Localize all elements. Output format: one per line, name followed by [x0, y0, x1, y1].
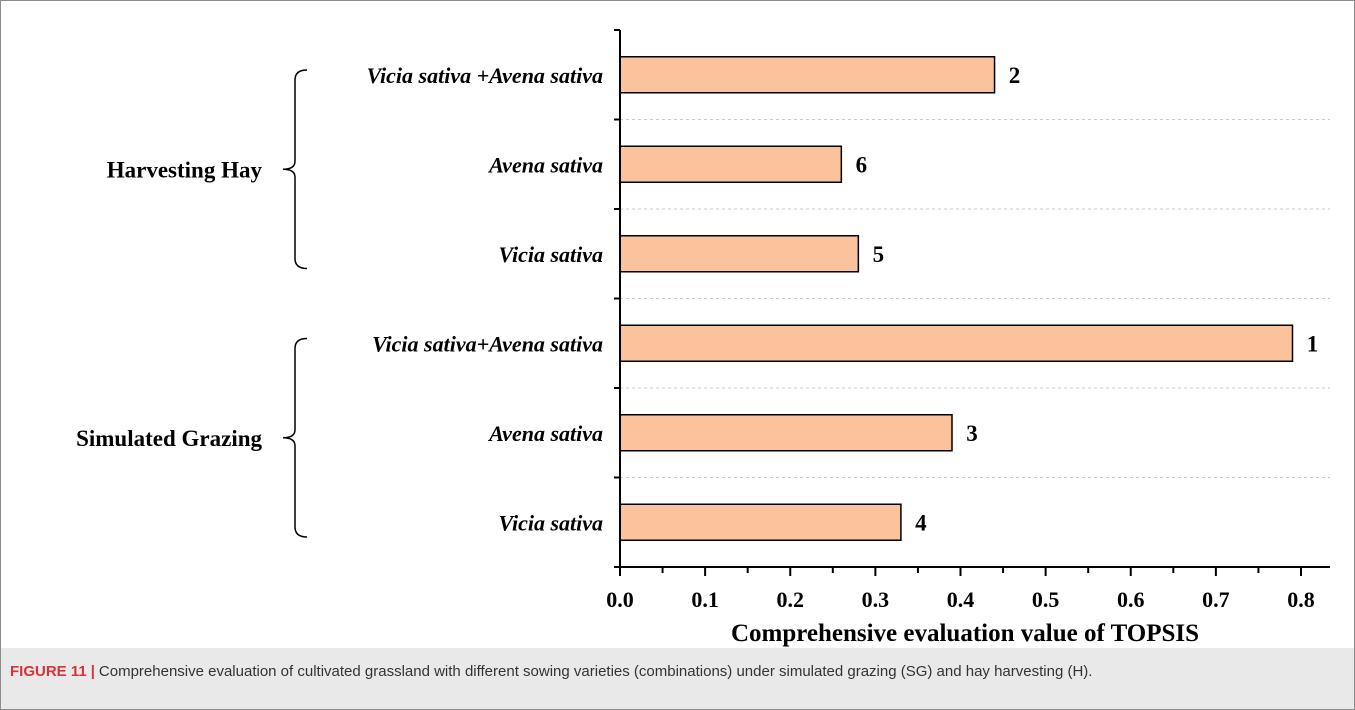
group-brace [282, 337, 308, 538]
labels: Vicia sativa +Avena sativa 2 Avena sativa 6… [76, 63, 1318, 612]
bar [619, 414, 953, 452]
group-label: Simulated Grazing [76, 426, 262, 451]
bar [619, 503, 902, 541]
rank-label: 1 [1307, 331, 1319, 356]
x-tick-label: 0.3 [862, 587, 890, 612]
bar [619, 56, 996, 94]
x-axis-label: Comprehensive evaluation value of TOPSIS [731, 620, 1199, 647]
x-tick-label: 0.1 [691, 587, 719, 612]
category-label: Vicia sativa+Avena sativa [372, 331, 603, 356]
x-tick-label: 0.2 [777, 587, 805, 612]
axes [282, 29, 1330, 576]
group-brace [282, 69, 308, 270]
caption-band [1, 648, 1354, 709]
category-label: Vicia sativa [499, 242, 604, 267]
bars [619, 56, 1294, 541]
x-tick-label: 0.6 [1117, 587, 1145, 612]
bar [619, 145, 843, 183]
caption-text: Comprehensive evaluation of cultivated g… [98, 663, 1093, 680]
rank-label: 5 [873, 242, 885, 267]
group-label: Harvesting Hay [107, 157, 263, 182]
figure-caption: FIGURE 11 | Comprehensive evaluation of cu… [10, 663, 1350, 680]
rank-label: 4 [915, 510, 927, 535]
rank-label: 6 [856, 152, 868, 177]
grid-lines [620, 119, 1330, 478]
rank-label: 3 [966, 421, 978, 446]
category-label: Avena sativa [487, 421, 603, 446]
caption-label: FIGURE 11 [10, 663, 87, 680]
x-tick-label: 0.8 [1287, 587, 1315, 612]
bar [619, 324, 1294, 362]
caption-separator: | [90, 663, 95, 680]
x-tick-label: 0.4 [947, 587, 975, 612]
bar [619, 235, 860, 273]
category-label: Avena sativa [487, 152, 603, 177]
x-tick-label: 0.7 [1202, 587, 1230, 612]
x-tick-label: 0.5 [1032, 587, 1060, 612]
x-tick-label: 0.0 [606, 587, 634, 612]
category-label: Vicia sativa [499, 510, 604, 535]
category-label: Vicia sativa +Avena sativa [367, 63, 603, 88]
rank-label: 2 [1009, 63, 1021, 88]
